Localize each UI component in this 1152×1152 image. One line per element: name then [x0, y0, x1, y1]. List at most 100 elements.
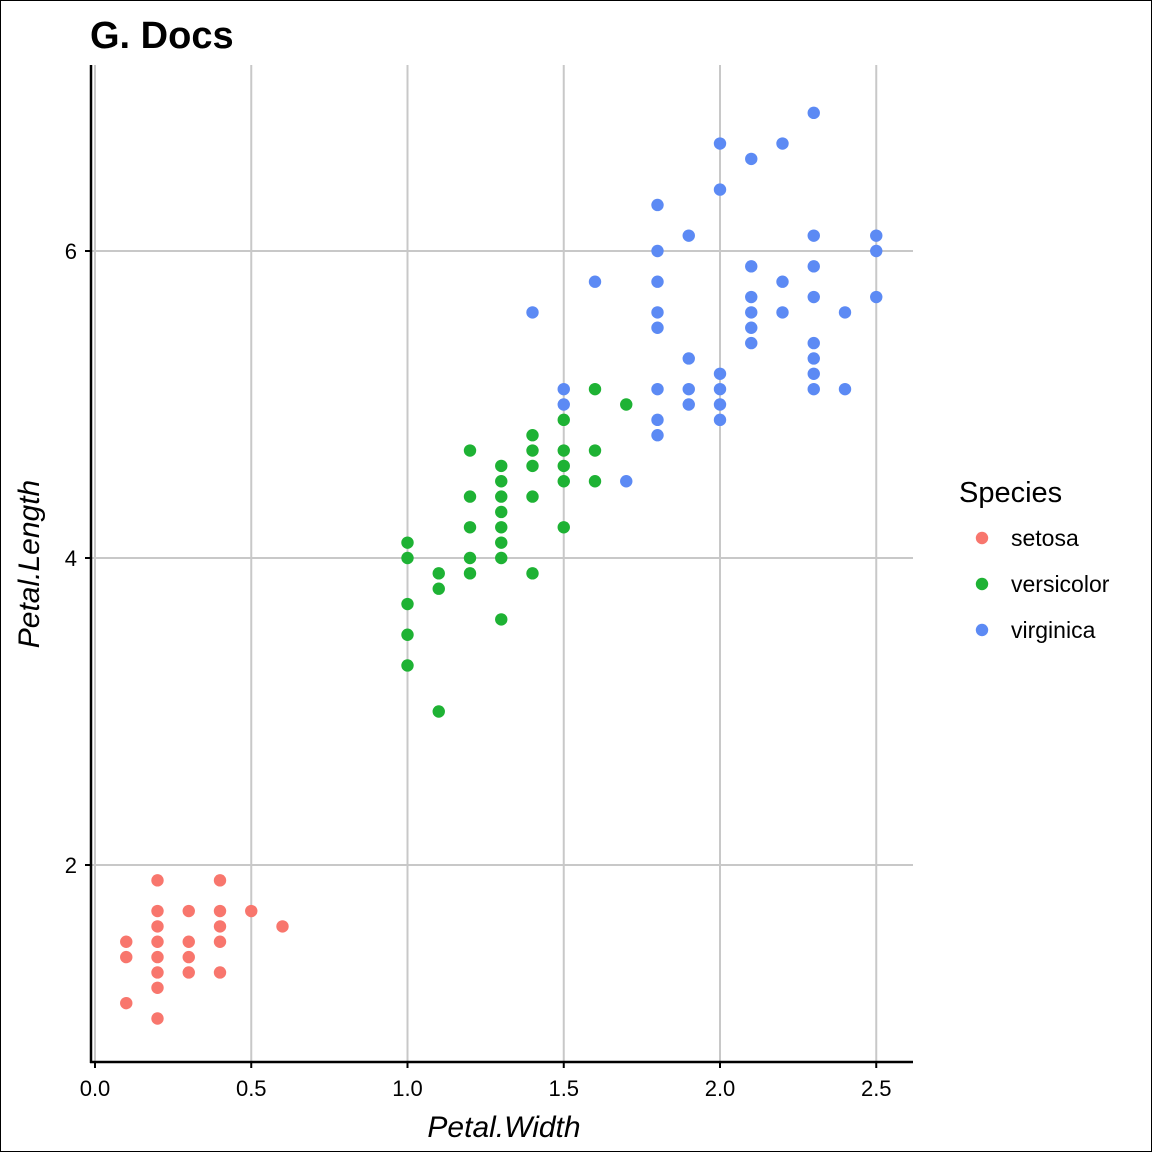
- versicolor-point: [432, 567, 445, 580]
- y-tick-label: 2: [65, 853, 77, 878]
- versicolor-point: [401, 551, 414, 565]
- setosa-point: [120, 996, 133, 1010]
- versicolor-point: [463, 521, 477, 534]
- virginica-point: [557, 398, 570, 411]
- versicolor-point: [432, 582, 445, 595]
- versicolor-point: [401, 536, 414, 549]
- virginica-point: [651, 306, 664, 319]
- versicolor-point: [401, 597, 414, 611]
- virginica-point: [526, 306, 539, 319]
- virginica-point: [651, 429, 664, 442]
- virginica-point: [713, 382, 727, 396]
- versicolor-point: [557, 413, 570, 427]
- y-axis-label: Petal.Length: [13, 480, 46, 648]
- y-tick-label: 6: [65, 239, 77, 264]
- versicolor-point: [557, 459, 570, 473]
- virginica-point: [713, 367, 727, 380]
- versicolor-point: [526, 459, 539, 473]
- versicolor-point: [526, 490, 539, 503]
- virginica-point: [807, 260, 820, 273]
- virginica-point: [776, 275, 789, 288]
- virginica-point: [713, 398, 727, 411]
- virginica-point: [651, 198, 664, 212]
- versicolor-point: [526, 429, 539, 442]
- virginica-point: [588, 275, 602, 288]
- virginica-point: [682, 352, 695, 365]
- virginica-point: [807, 382, 820, 396]
- legend-item-setosa: setosa: [975, 525, 1079, 551]
- x-tick-label: 2.5: [861, 1076, 892, 1101]
- x-tick-label: 1.0: [392, 1076, 423, 1101]
- virginica-point: [745, 152, 758, 166]
- versicolor-point: [463, 490, 477, 503]
- setosa-point: [213, 966, 227, 979]
- versicolor-point: [588, 382, 602, 396]
- versicolor-point: [495, 613, 508, 626]
- virginica-point: [745, 321, 758, 334]
- virginica-point: [651, 382, 664, 396]
- versicolor-point: [495, 536, 508, 549]
- axes: 0.0 0.5 1.0 1.5 2.0 2.5 2 4 6: [65, 65, 913, 1101]
- versicolor-point: [557, 444, 570, 457]
- versicolor-point: [495, 475, 508, 488]
- data-points: [120, 106, 883, 1025]
- virginica-point: [776, 306, 789, 319]
- setosa-point: [151, 920, 164, 933]
- virginica-point: [870, 244, 883, 258]
- versicolor-point: [526, 567, 539, 580]
- setosa-point: [213, 904, 227, 918]
- virginica-point: [651, 244, 664, 258]
- virginica-point: [682, 398, 695, 411]
- virginica-point: [776, 137, 789, 150]
- virginica-point: [745, 306, 758, 319]
- versicolor-point: [495, 551, 508, 565]
- virginica-point: [745, 336, 758, 350]
- versicolor-point: [401, 628, 414, 641]
- setosa-point: [120, 935, 133, 948]
- setosa-point: [120, 950, 133, 964]
- y-tick-label: 4: [65, 546, 77, 571]
- virginica-point: [713, 137, 727, 150]
- setosa-point: [151, 1012, 164, 1025]
- setosa-point: [182, 935, 195, 948]
- virginica-point: [807, 290, 820, 304]
- setosa-point: [276, 920, 289, 933]
- versicolor-point: [495, 505, 508, 519]
- virginica-point: [713, 183, 727, 196]
- setosa-point: [182, 966, 195, 979]
- virginica-point: [807, 106, 820, 120]
- versicolor-point: [557, 521, 570, 534]
- setosa-point: [213, 920, 227, 933]
- versicolor-point: [495, 521, 508, 534]
- versicolor-point: [401, 659, 414, 672]
- versicolor-point: [588, 444, 602, 457]
- versicolor-point: [495, 459, 508, 473]
- virginica-point: [651, 321, 664, 334]
- chart-title: G. Docs: [90, 15, 234, 57]
- legend-label: versicolor: [1011, 571, 1110, 597]
- setosa-point: [245, 904, 258, 918]
- series-setosa: [120, 874, 289, 1025]
- virginica-point: [807, 336, 820, 350]
- setosa-point: [151, 874, 164, 887]
- x-axis-label: Petal.Width: [427, 1111, 580, 1144]
- setosa-point: [151, 904, 164, 918]
- virginica-point: [620, 475, 633, 488]
- versicolor-point: [495, 490, 508, 503]
- legend-key-virginica: [975, 623, 989, 637]
- versicolor-point: [557, 475, 570, 488]
- versicolor-point: [588, 475, 602, 488]
- virginica-point: [745, 260, 758, 273]
- versicolor-point: [432, 705, 445, 718]
- setosa-point: [182, 950, 195, 964]
- legend-key-versicolor: [975, 577, 989, 591]
- series-versicolor: [401, 382, 633, 718]
- legend: Species setosa versicolor virginica: [959, 477, 1110, 643]
- virginica-point: [870, 290, 883, 304]
- versicolor-point: [463, 551, 477, 565]
- setosa-point: [151, 966, 164, 979]
- x-tick-label: 0.0: [80, 1076, 111, 1101]
- setosa-point: [182, 904, 195, 918]
- virginica-point: [870, 229, 883, 242]
